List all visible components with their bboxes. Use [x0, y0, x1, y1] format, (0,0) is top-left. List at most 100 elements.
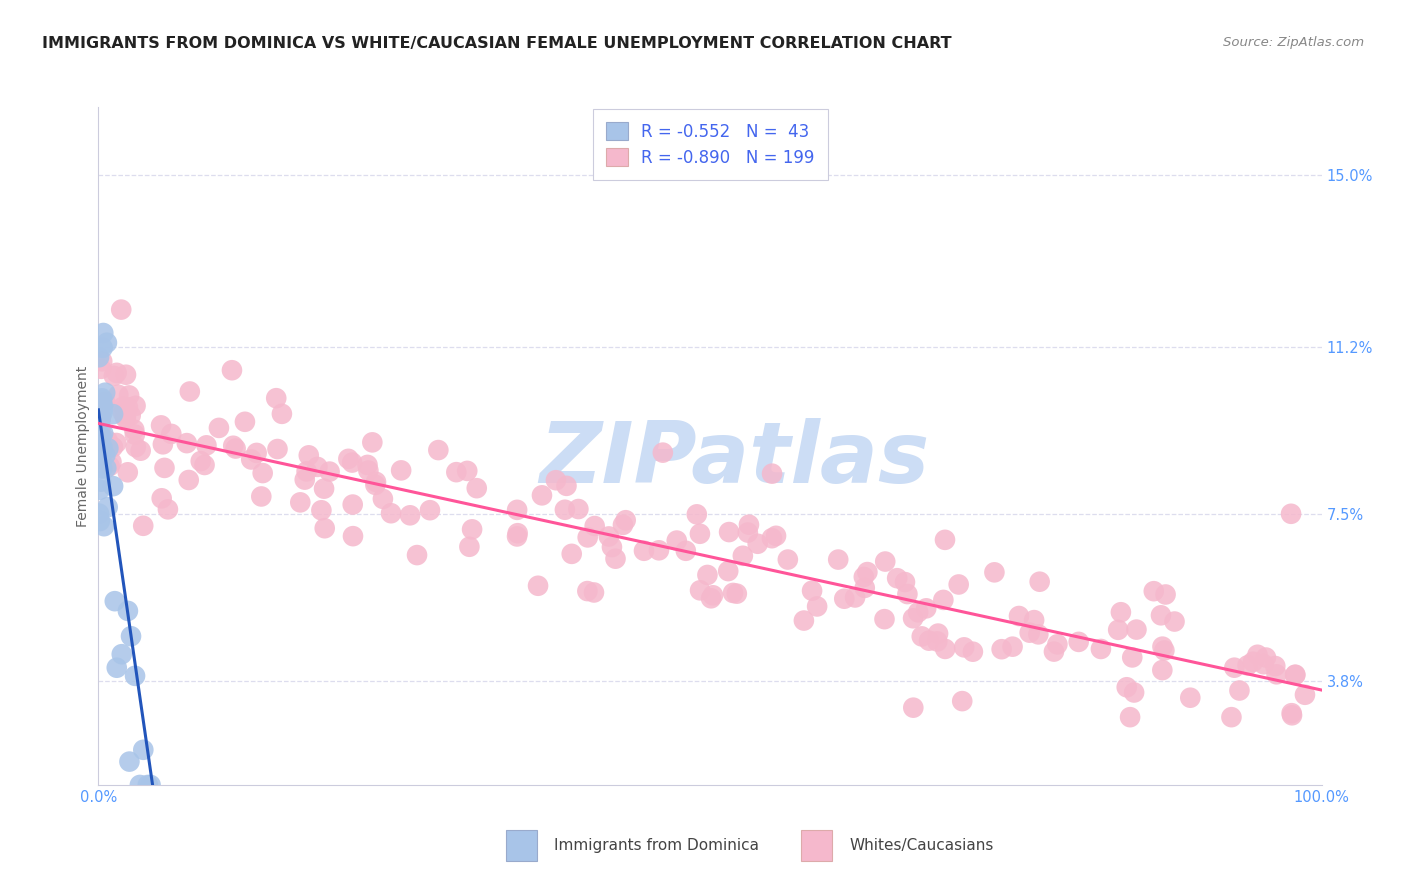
Point [598, 529, 620, 543]
Point [530, 488, 553, 502]
Point [318, 465, 340, 479]
Point [150, 418, 173, 433]
Point [583, 519, 606, 533]
Point [953, 640, 976, 655]
Point [1254, 650, 1277, 665]
Point [600, 540, 623, 554]
Point [100, 455, 122, 469]
Point [614, 513, 637, 527]
Point [94, 448, 117, 462]
Point [250, 490, 273, 504]
Point [875, 555, 897, 569]
Point [446, 465, 468, 479]
Point [506, 529, 529, 543]
Point [737, 525, 759, 540]
Point [298, 448, 321, 462]
Point [94, 385, 117, 400]
Point [1265, 667, 1288, 681]
Point [337, 451, 360, 466]
Point [314, 521, 336, 535]
Point [702, 588, 724, 602]
Point [128, 778, 150, 792]
Point [934, 533, 956, 547]
Point [844, 591, 866, 605]
Point [718, 524, 741, 539]
Point [1150, 608, 1173, 623]
Point [689, 526, 711, 541]
Point [419, 503, 441, 517]
Point [364, 475, 387, 489]
Point [1024, 613, 1046, 627]
Point [89, 514, 111, 528]
Point [91, 392, 114, 406]
Point [901, 611, 924, 625]
Point [1028, 627, 1050, 641]
Point [1264, 659, 1286, 673]
Point [576, 530, 599, 544]
Text: Whites/Caucasians: Whites/Caucasians [849, 838, 994, 853]
Point [1046, 637, 1069, 651]
Point [307, 459, 329, 474]
Point [125, 440, 148, 454]
Point [160, 426, 183, 441]
Point [1279, 507, 1302, 521]
Point [96, 335, 118, 350]
Point [111, 647, 134, 661]
Point [1246, 648, 1268, 662]
Point [120, 409, 142, 423]
Point [950, 694, 973, 708]
Point [266, 442, 288, 456]
Point [357, 463, 380, 477]
Point [1220, 710, 1243, 724]
Point [90, 361, 112, 376]
Point [93, 519, 115, 533]
Point [1294, 688, 1316, 702]
Point [555, 479, 578, 493]
Point [506, 526, 529, 541]
Point [801, 583, 824, 598]
Point [264, 391, 287, 405]
Point [1018, 625, 1040, 640]
Point [1152, 663, 1174, 677]
Text: Immigrants from Dominica: Immigrants from Dominica [554, 838, 759, 853]
Point [1180, 690, 1202, 705]
Point [139, 778, 162, 792]
Point [934, 641, 956, 656]
Point [806, 599, 828, 614]
Point [103, 368, 125, 383]
Point [98, 459, 121, 474]
Point [1090, 642, 1112, 657]
Point [176, 436, 198, 450]
Point [124, 669, 146, 683]
Point [983, 566, 1005, 580]
Point [1241, 655, 1264, 669]
Point [179, 384, 201, 399]
Point [340, 456, 363, 470]
Point [311, 503, 333, 517]
Point [89, 414, 111, 428]
Point [90, 410, 112, 425]
Point [246, 446, 269, 460]
Point [361, 435, 384, 450]
Point [252, 466, 274, 480]
Point [1067, 635, 1090, 649]
Point [1223, 661, 1246, 675]
Point [90, 421, 112, 435]
Point [290, 495, 312, 509]
Point [114, 410, 136, 425]
Point [700, 591, 723, 606]
Point [193, 458, 215, 472]
Point [506, 503, 529, 517]
Point [1107, 623, 1129, 637]
Y-axis label: Female Unemployment: Female Unemployment [76, 366, 90, 526]
Point [104, 594, 127, 608]
Point [91, 405, 114, 419]
Point [1143, 584, 1166, 599]
Point [97, 434, 120, 448]
Point [150, 491, 173, 506]
Point [110, 302, 132, 317]
Point [97, 500, 120, 515]
Point [873, 612, 896, 626]
Point [156, 502, 179, 516]
Point [896, 587, 918, 601]
